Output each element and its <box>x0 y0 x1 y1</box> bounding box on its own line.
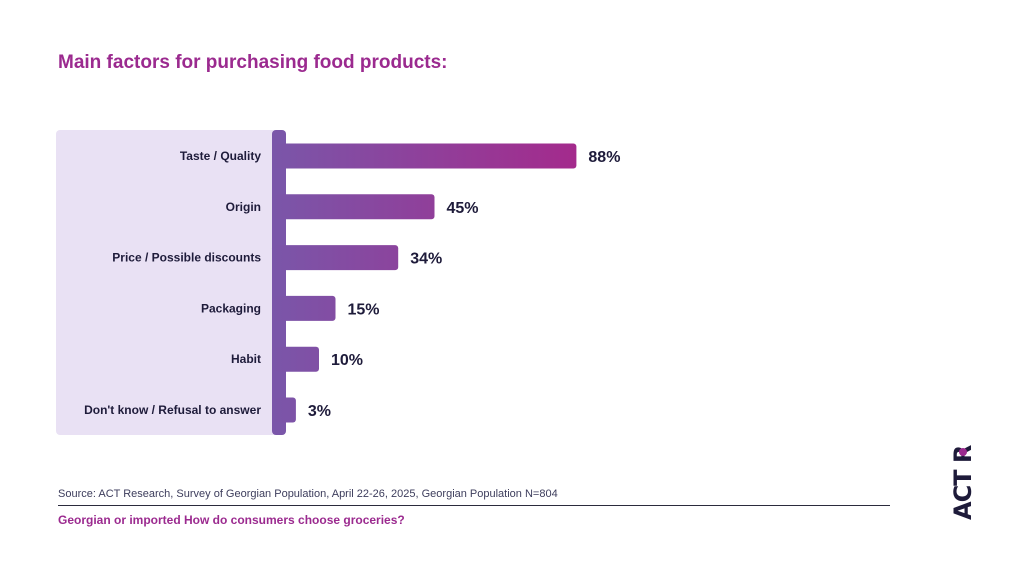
logo-dot <box>959 448 967 456</box>
bar <box>272 295 336 321</box>
category-label: Price / Possible discounts <box>112 251 261 265</box>
value-label: 15% <box>348 301 380 318</box>
footer-divider <box>58 505 890 506</box>
category-label: Habit <box>231 352 261 366</box>
bar <box>272 397 296 423</box>
value-label: 45% <box>447 200 479 217</box>
source-note: Source: ACT Research, Survey of Georgian… <box>58 488 558 500</box>
category-label: Taste / Quality <box>180 149 261 163</box>
label-panel <box>56 130 286 435</box>
category-label: Don't know / Refusal to answer <box>84 403 261 417</box>
footer-subtitle: Georgian or imported How do consumers ch… <box>58 513 405 527</box>
bar-spine <box>272 130 286 435</box>
chart-title: Main factors for purchasing food product… <box>58 52 448 73</box>
category-label: Packaging <box>201 301 261 315</box>
bar <box>272 143 577 169</box>
bar <box>272 194 435 220</box>
category-label: Origin <box>226 200 261 214</box>
bar <box>272 346 319 372</box>
act-logo: ACT R <box>940 445 980 522</box>
value-label: 34% <box>410 251 442 268</box>
bar <box>272 245 399 271</box>
value-label: 10% <box>331 352 363 369</box>
logo-text: ACT R <box>949 445 977 520</box>
value-label: 88% <box>588 149 620 166</box>
value-label: 3% <box>308 403 331 420</box>
